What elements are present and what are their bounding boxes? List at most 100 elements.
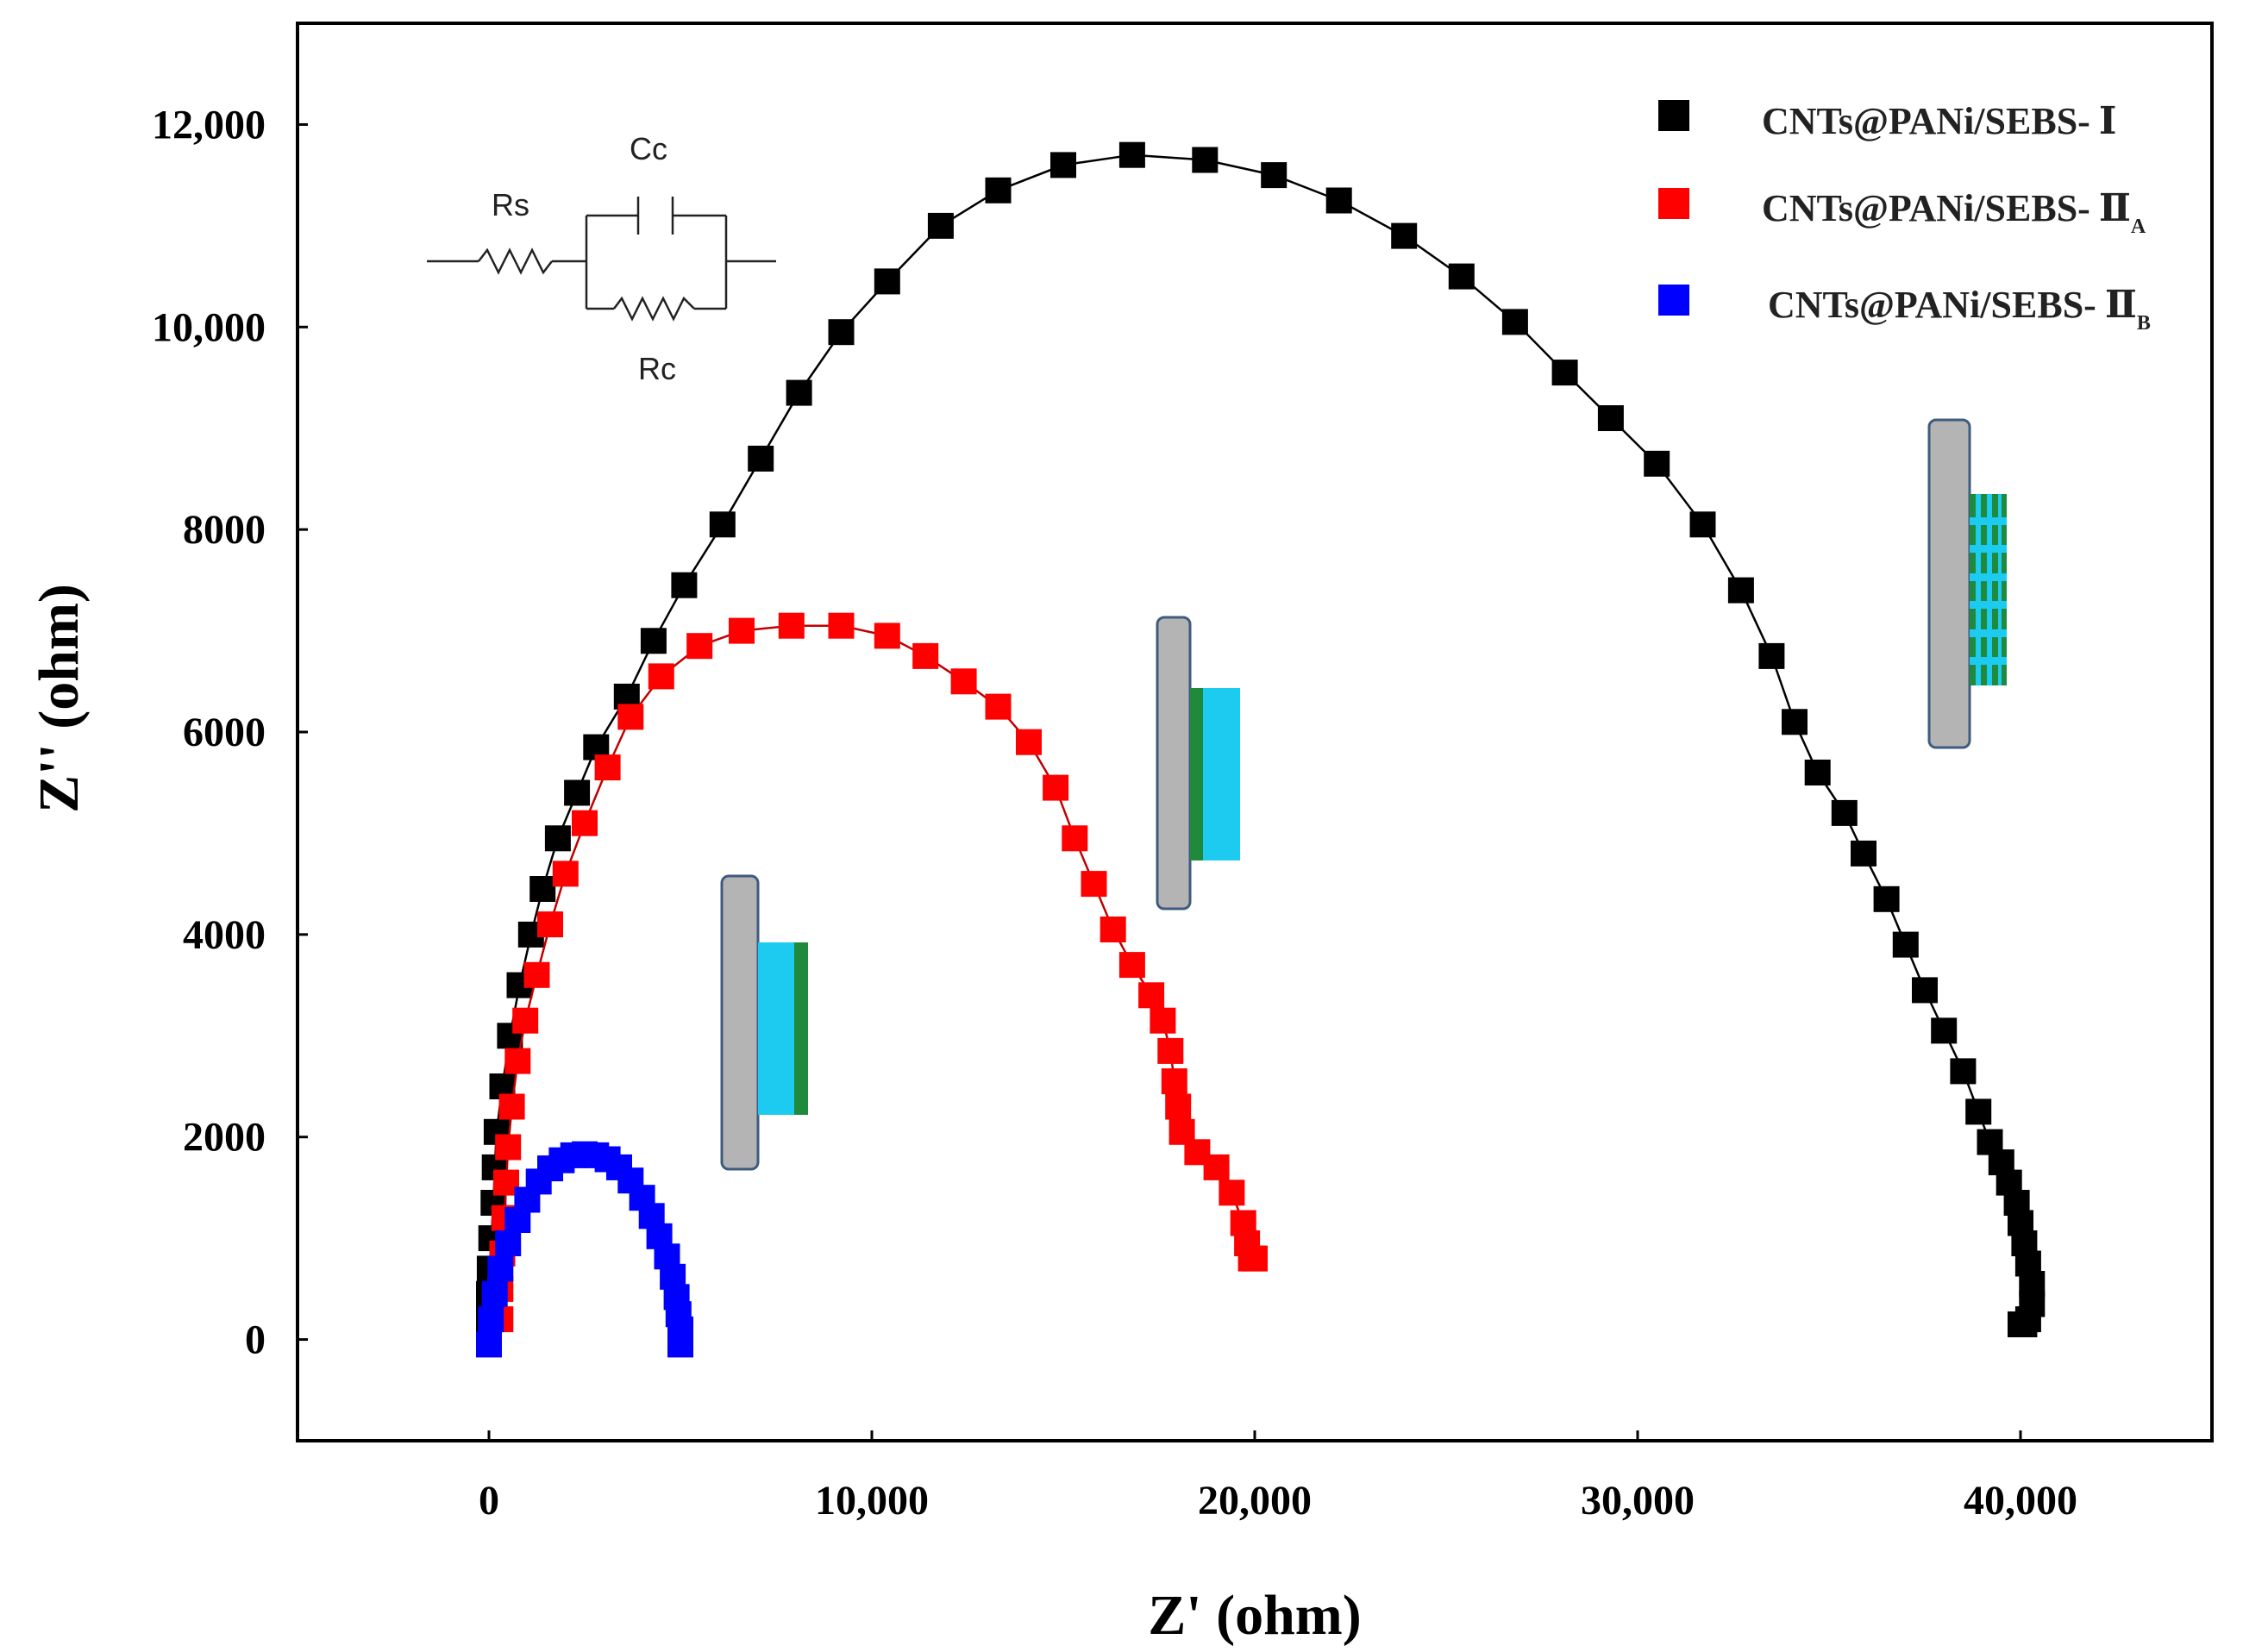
series-1-point (985, 177, 1012, 203)
legend-label-series-1: CNTs@PANi/SEBS- Ⅰ (1762, 100, 2116, 142)
series-2-point (594, 754, 621, 781)
series-2-point (1203, 1154, 1230, 1180)
y-tick-label: 8000 (183, 507, 266, 553)
series-1-point (1727, 577, 1754, 604)
series-1-point (2008, 1311, 2033, 1337)
series-2-point (874, 623, 900, 649)
series-2-point (552, 860, 579, 887)
series-1-point (1050, 152, 1076, 178)
y-axis-title: Z'' (ohm) (28, 584, 91, 813)
series-2-point (1016, 729, 1042, 755)
series-1-point (828, 319, 855, 346)
series-2-point (1100, 917, 1126, 942)
x-axis-ticks: 0 10,000 20,000 30,000 40,000 (479, 1430, 2077, 1524)
y-tick-label: 2000 (183, 1115, 266, 1161)
y-tick-label: 12,000 (152, 102, 266, 147)
resistor-rs (478, 247, 553, 275)
series-1-point (1758, 642, 1785, 669)
series-1-point (1851, 840, 1876, 867)
series-2-point (686, 633, 713, 660)
series-1-point (927, 212, 954, 239)
series-1-point (1118, 141, 1145, 168)
series-2-point (985, 693, 1012, 720)
series-2-point (1062, 825, 1088, 852)
x-tick-label: 40,000 (1964, 1478, 2077, 1524)
series-2-point (572, 810, 598, 836)
circuit-label-rc: Rc (638, 351, 676, 386)
legend-swatch-series-2 (1658, 188, 1689, 219)
x-axis-title: Z' (ohm) (1148, 1584, 1362, 1647)
series-1-point (1950, 1058, 1977, 1085)
series-1-point (1804, 760, 1831, 785)
series-1-point (1689, 511, 1716, 538)
series-3-point (667, 1331, 693, 1358)
series-2-point (1118, 952, 1145, 979)
device-schematic-type-one-icon (1927, 418, 2007, 749)
series-1-point (1892, 931, 1919, 958)
legend-label-series-2: CNTs@PANi/SEBS- ⅡA (1762, 187, 2146, 238)
series-2-point (1081, 871, 1107, 898)
series-1-point (1261, 162, 1288, 189)
series-1-point (529, 876, 556, 902)
legend-swatch-series-1 (1658, 100, 1689, 131)
series-1-point (640, 628, 667, 654)
series-1-point (1551, 360, 1578, 386)
x-tick-label: 0 (479, 1478, 499, 1524)
y-tick-label: 4000 (183, 912, 266, 958)
series-3 (476, 1141, 693, 1358)
legend: CNTs@PANi/SEBS- Ⅰ CNTs@PANi/SEBS- ⅡA CNTs@… (1658, 100, 2151, 335)
series-1-point (564, 779, 591, 806)
resistor-rc (613, 296, 695, 322)
series-2-point (1150, 1007, 1176, 1034)
series-1-point (1501, 309, 1528, 335)
series-2-point (1219, 1180, 1245, 1206)
series-1-point (1325, 187, 1352, 214)
series-2-point (1043, 774, 1069, 801)
series-3-point (487, 1255, 514, 1282)
series-1-point (544, 825, 571, 852)
series-3-point (476, 1331, 502, 1358)
series-2-point (912, 642, 939, 669)
series-2-point (1161, 1068, 1187, 1095)
series-1-point (1912, 977, 1938, 1004)
device-schematic-type-two-b-icon (720, 874, 808, 1171)
y-axis-ticks: 0 2000 4000 6000 8000 10,000 12,000 (152, 102, 308, 1363)
series-1-point (1192, 147, 1219, 173)
series-2-point (729, 617, 755, 644)
series-3-point (478, 1306, 504, 1333)
series-1-point (1931, 1017, 1958, 1044)
series-1-point (786, 379, 812, 406)
series-1-point (709, 511, 736, 538)
y-tick-label: 0 (245, 1317, 266, 1363)
series-2-point (1157, 1037, 1184, 1064)
series-2-point (648, 663, 674, 690)
series-2-point (617, 704, 644, 730)
series-1-point (1644, 450, 1670, 477)
series-2-point (1138, 982, 1165, 1009)
series-3-point (495, 1230, 522, 1256)
device-schematic-type-two-a-icon (1156, 616, 1240, 910)
series-1-point (1597, 405, 1624, 431)
series-1-point (748, 445, 774, 472)
circuit-label-cc: Cc (630, 131, 667, 166)
series-1-point (1391, 222, 1418, 249)
series-1-point (874, 268, 900, 295)
series-2-point (1165, 1093, 1192, 1120)
series-1-point (1782, 709, 1808, 735)
legend-swatch-series-3 (1658, 285, 1689, 316)
series-2-point (512, 1007, 539, 1034)
series-1-point (1448, 263, 1475, 290)
x-tick-label: 20,000 (1198, 1478, 1312, 1524)
legend-label-series-3: CNTs@PANi/SEBS- ⅡB (1768, 284, 2151, 335)
series-1-point (671, 572, 698, 598)
series-2-point (950, 668, 977, 695)
series-2-point (495, 1134, 522, 1161)
series-2-point (778, 612, 805, 639)
series-2-point (523, 961, 550, 988)
series-1-point (1831, 799, 1858, 826)
series-1-point (1965, 1098, 1992, 1125)
circuit-label-rs: Rs (492, 187, 529, 222)
x-tick-label: 30,000 (1581, 1478, 1695, 1524)
series-2 (487, 612, 1268, 1333)
y-tick-label: 6000 (183, 710, 266, 755)
